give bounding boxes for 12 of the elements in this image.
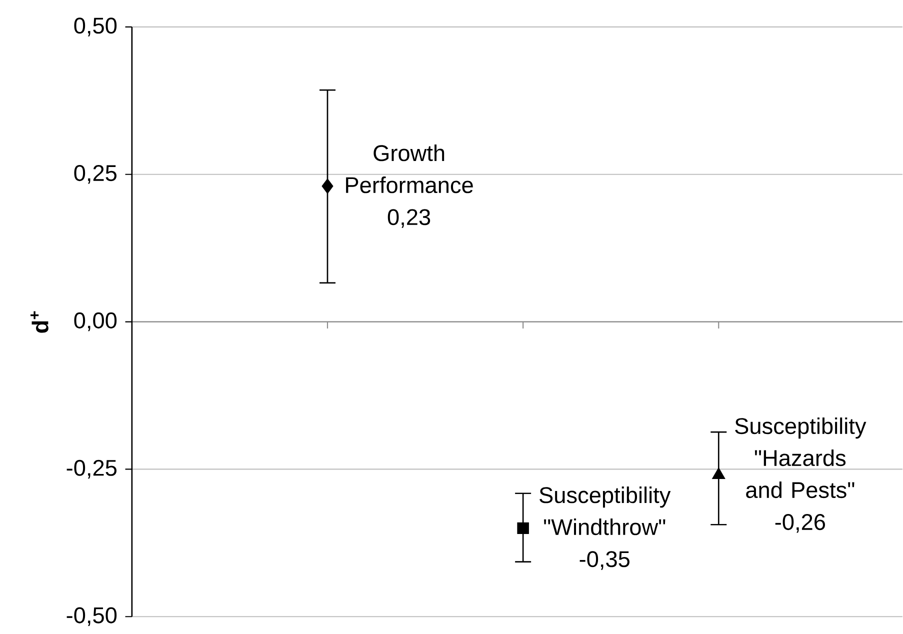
y-tick-label: 0,00 — [74, 312, 117, 332]
annotation: -0,35 — [580, 551, 630, 570]
y-tick-label: -0,50 — [66, 608, 117, 626]
annotation: 0,23 — [388, 209, 430, 228]
y-axis-title: d$^{+}$ — [30, 311, 48, 333]
series-label: Susceptibility "Windthrow" — [540, 486, 671, 536]
series-label: Growth Performance — [346, 144, 473, 194]
y-tick-label: 0,25 — [74, 165, 116, 184]
y-tick-label: -0,25 — [66, 460, 116, 479]
y-tick-label: 0,50 — [74, 18, 117, 37]
annotation: -0,26 — [775, 514, 825, 533]
series-label: Susceptibility "Hazards and Pests" — [735, 418, 866, 498]
